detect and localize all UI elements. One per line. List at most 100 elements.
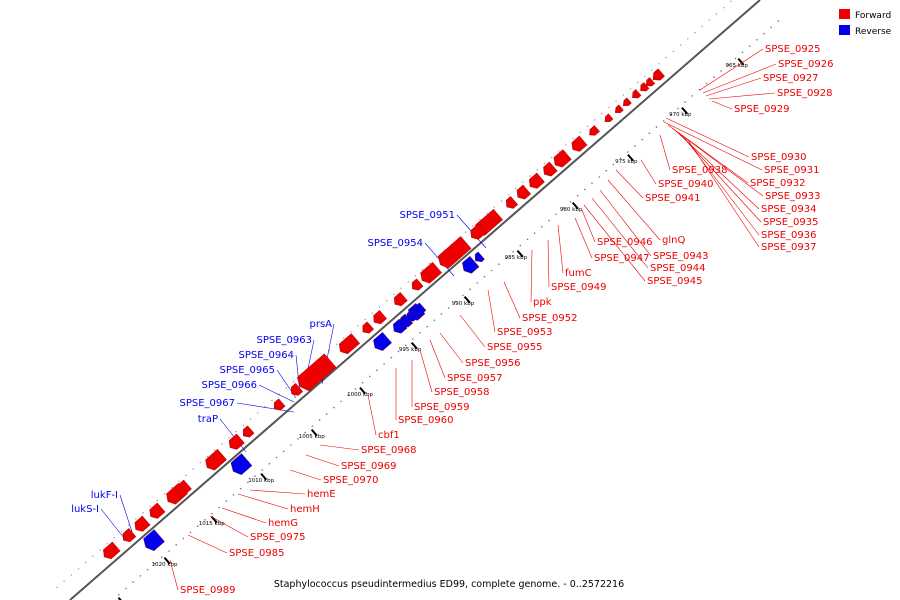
position-dot [132, 581, 134, 583]
gene-label-spse-0928: SPSE_0928 [777, 88, 833, 99]
gene-label-spse-0941: SPSE_0941 [645, 193, 701, 204]
leader-line [169, 559, 179, 591]
position-dot [634, 145, 636, 147]
position-dot [106, 543, 108, 545]
position-dot [698, 88, 701, 91]
position-dot [275, 456, 278, 459]
gene-label-spse-0931: SPSE_0931 [764, 165, 820, 176]
position-dot [479, 219, 481, 221]
position-dot [118, 593, 120, 596]
position-dot [242, 424, 245, 427]
leader-line [663, 121, 763, 171]
position-dot [705, 82, 708, 85]
gene-label-spse-0957: SPSE_0957 [447, 373, 503, 384]
position-dot [565, 144, 567, 146]
gene-label-spse-0929: SPSE_0929 [734, 104, 790, 115]
leader-line [419, 349, 433, 393]
gene-label-spse-0947: SPSE_0947 [594, 253, 650, 264]
gene-label-heme: hemE [307, 489, 336, 500]
tick-mark [260, 472, 268, 481]
position-dot [720, 70, 722, 72]
position-dot [153, 562, 156, 565]
leader-line [459, 314, 486, 348]
gene-label-cbf1: cbf1 [378, 430, 400, 441]
position-dot [343, 337, 345, 339]
leader-line [530, 249, 533, 303]
position-dot [622, 94, 624, 96]
position-dot [247, 481, 249, 484]
leader-line [675, 130, 760, 210]
position-dot [311, 425, 314, 428]
position-dot [397, 350, 400, 353]
position-dot [304, 431, 307, 434]
position-dot [680, 44, 682, 46]
position-dot [292, 381, 295, 383]
position-dot [271, 399, 273, 402]
position-dot [214, 449, 216, 451]
position-dot [715, 13, 718, 15]
position-dot [261, 469, 264, 471]
position-dot [648, 132, 651, 135]
forward-gene-arrow [134, 515, 151, 532]
position-dot [541, 226, 543, 228]
leader-line [289, 469, 322, 481]
position-dot [763, 32, 765, 35]
position-dot [125, 587, 127, 590]
gene-label-hemh: hemH [290, 504, 320, 515]
position-dot [708, 19, 710, 21]
position-dot [447, 307, 450, 309]
position-dot [670, 113, 672, 116]
position-dot [472, 225, 474, 227]
legend-forward-swatch [839, 9, 850, 19]
position-dot [235, 430, 237, 433]
leader-line [305, 454, 340, 467]
position-dot [665, 56, 667, 59]
leader-line [665, 117, 750, 158]
leader-line [591, 197, 649, 269]
leader-line [699, 48, 764, 91]
forward-gene-arrow [589, 125, 600, 136]
position-dot [421, 268, 424, 271]
position-dot [490, 269, 493, 272]
position-dot [526, 238, 529, 241]
gene-label-luks-i: lukS-I [71, 504, 99, 515]
position-dot [70, 574, 73, 576]
gene-label-spse-0949: SPSE_0949 [551, 282, 607, 293]
position-dot [199, 462, 201, 464]
forward-gene-arrow [640, 82, 650, 92]
position-dot [687, 38, 689, 40]
position-dot [429, 262, 431, 264]
forward-gene-arrow [614, 104, 624, 113]
position-dot [576, 194, 579, 197]
position-dot [543, 162, 546, 165]
forward-gene-arrow [553, 149, 572, 168]
position-dot [677, 107, 679, 110]
gene-label-spse-0926: SPSE_0926 [778, 59, 834, 70]
gene-label-spse-0953: SPSE_0953 [497, 327, 553, 338]
reverse-gene-arrow [414, 302, 427, 315]
position-dot [476, 282, 479, 284]
position-dot [378, 306, 381, 308]
position-dot [777, 20, 780, 22]
tick-mark [737, 57, 745, 66]
tick-label-1015-kbp: 1015 kbp [199, 521, 225, 527]
leader-line [249, 489, 306, 495]
position-dot [658, 63, 660, 65]
position-dot [182, 537, 185, 540]
leader-line [429, 339, 446, 379]
leader-line [237, 493, 289, 510]
gene-label-spse-0985: SPSE_0985 [229, 548, 285, 559]
gene-label-trap: traP [198, 414, 218, 425]
position-dot [63, 580, 65, 582]
position-dot [605, 169, 608, 172]
position-dot [297, 438, 299, 440]
position-dot [730, 0, 732, 3]
gene-label-spse-0956: SPSE_0956 [465, 358, 521, 369]
position-dot [756, 39, 758, 41]
position-dot [619, 157, 622, 160]
gene-label-spse-0940: SPSE_0940 [658, 179, 714, 190]
forward-gene-arrow [122, 528, 137, 543]
position-dot [257, 412, 259, 414]
position-dot [318, 419, 321, 421]
gene-label-spse-0960: SPSE_0960 [398, 415, 454, 426]
